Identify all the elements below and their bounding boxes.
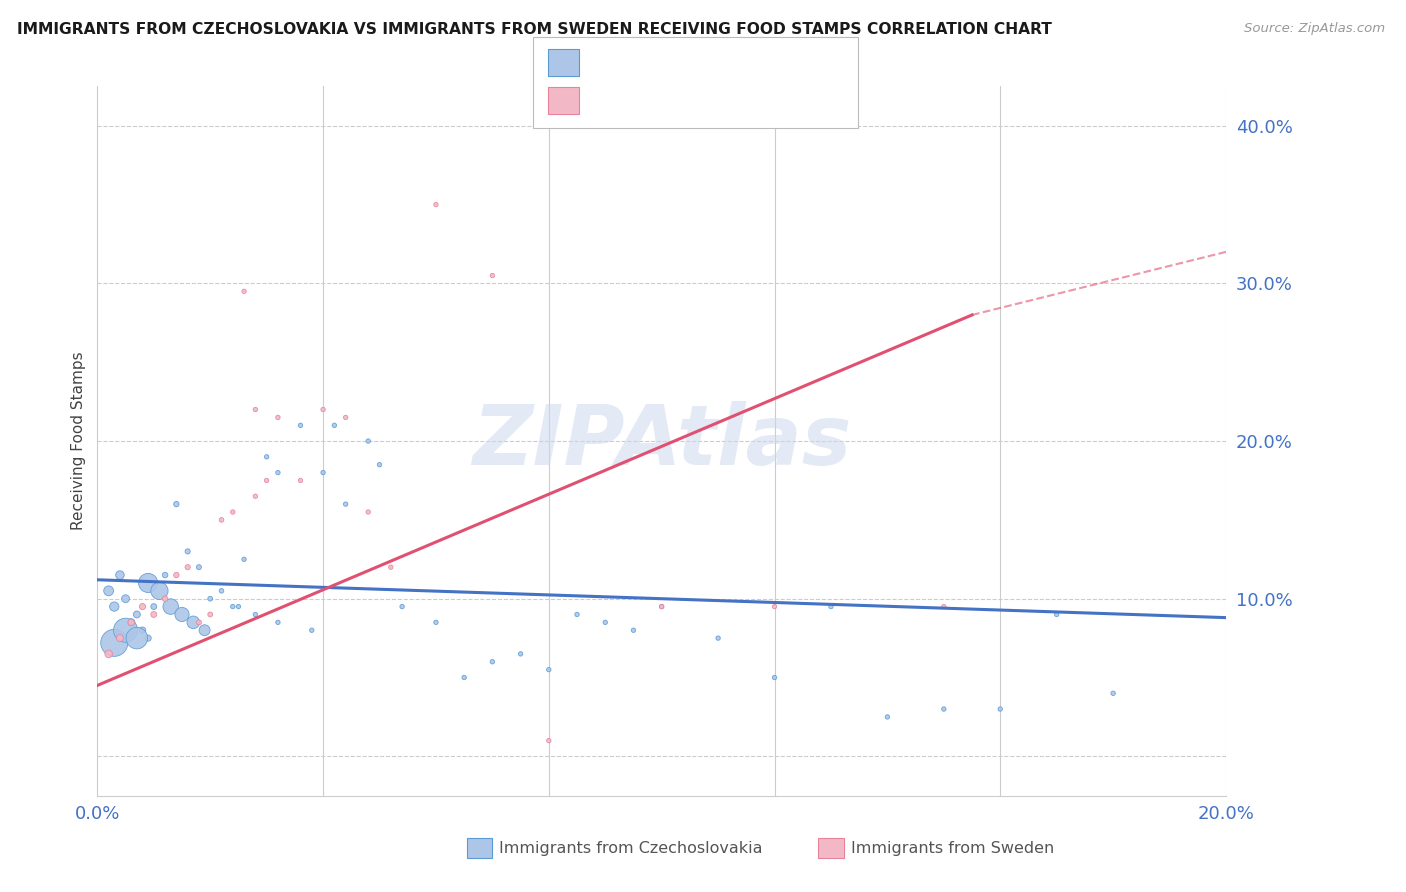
Point <box>380 560 402 574</box>
Point <box>211 583 233 598</box>
Point <box>120 615 142 630</box>
Point <box>187 615 209 630</box>
Point <box>357 505 380 519</box>
Text: N =: N = <box>703 60 742 78</box>
Point <box>481 655 503 669</box>
Point <box>159 599 181 614</box>
Point <box>267 466 290 480</box>
Point <box>335 497 357 511</box>
Point <box>537 733 560 747</box>
Point <box>153 591 176 606</box>
Point <box>200 607 222 622</box>
Text: N =: N = <box>703 98 742 116</box>
Point <box>200 591 222 606</box>
Point <box>267 410 290 425</box>
Point <box>290 474 312 488</box>
Text: Immigrants from Czechoslovakia: Immigrants from Czechoslovakia <box>499 841 762 856</box>
Point <box>131 624 153 638</box>
Point <box>425 615 447 630</box>
Text: -0.045: -0.045 <box>638 60 703 78</box>
Point <box>623 624 645 638</box>
Text: 0.338: 0.338 <box>638 98 696 116</box>
Point <box>193 624 215 638</box>
Point <box>103 599 125 614</box>
Point <box>136 576 159 591</box>
Point <box>165 497 187 511</box>
Y-axis label: Receiving Food Stamps: Receiving Food Stamps <box>72 351 86 531</box>
Point <box>125 607 148 622</box>
Text: 28: 28 <box>748 98 773 116</box>
Text: 56: 56 <box>748 60 773 78</box>
Point <box>651 599 673 614</box>
Point <box>108 631 131 645</box>
Point <box>222 599 245 614</box>
Point <box>312 402 335 417</box>
Point <box>256 474 278 488</box>
Point <box>245 607 267 622</box>
Point <box>707 631 730 645</box>
Point <box>537 663 560 677</box>
Point <box>131 599 153 614</box>
Point <box>103 636 125 650</box>
Point <box>114 624 136 638</box>
Point <box>1046 607 1069 622</box>
Point <box>233 285 256 299</box>
Point <box>181 615 204 630</box>
Point <box>453 671 475 685</box>
Point <box>211 513 233 527</box>
Point <box>820 599 842 614</box>
Point <box>165 568 187 582</box>
Text: ZIPAtlas: ZIPAtlas <box>472 401 852 482</box>
Point <box>228 599 250 614</box>
Point <box>593 615 616 630</box>
Text: IMMIGRANTS FROM CZECHOSLOVAKIA VS IMMIGRANTS FROM SWEDEN RECEIVING FOOD STAMPS C: IMMIGRANTS FROM CZECHOSLOVAKIA VS IMMIGR… <box>17 22 1052 37</box>
Point <box>170 607 193 622</box>
Text: R =: R = <box>591 98 636 116</box>
Point <box>114 591 136 606</box>
Point <box>187 560 209 574</box>
Point <box>176 560 198 574</box>
Point <box>368 458 391 472</box>
Point <box>97 647 120 661</box>
Text: Immigrants from Sweden: Immigrants from Sweden <box>851 841 1054 856</box>
Point <box>245 402 267 417</box>
Point <box>245 489 267 503</box>
Point <box>142 599 165 614</box>
Text: R =: R = <box>591 60 630 78</box>
Point <box>148 583 170 598</box>
Point <box>988 702 1011 716</box>
Point <box>323 418 346 433</box>
Point <box>312 466 335 480</box>
Point <box>357 434 380 448</box>
Point <box>136 631 159 645</box>
Text: Source: ZipAtlas.com: Source: ZipAtlas.com <box>1244 22 1385 36</box>
Point <box>142 607 165 622</box>
Point <box>108 568 131 582</box>
Point <box>932 702 955 716</box>
Point <box>565 607 588 622</box>
Point <box>1102 686 1125 700</box>
Point <box>391 599 413 614</box>
Point <box>481 268 503 283</box>
Point <box>876 710 898 724</box>
Point <box>763 671 786 685</box>
Point <box>267 615 290 630</box>
Point <box>290 418 312 433</box>
Point <box>335 410 357 425</box>
Point <box>301 624 323 638</box>
Point <box>256 450 278 464</box>
Point <box>763 599 786 614</box>
Point <box>125 631 148 645</box>
Point <box>222 505 245 519</box>
Point <box>651 599 673 614</box>
Point <box>509 647 531 661</box>
Point <box>233 552 256 566</box>
Point <box>97 583 120 598</box>
Point <box>932 599 955 614</box>
Point <box>120 615 142 630</box>
Point <box>176 544 198 558</box>
Point <box>425 197 447 211</box>
Point <box>153 568 176 582</box>
